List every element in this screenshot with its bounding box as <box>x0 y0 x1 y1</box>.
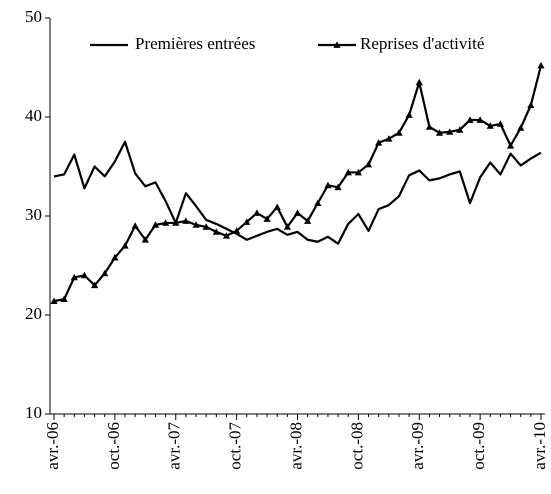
x-tick-label: oct.-06 <box>104 422 123 470</box>
series-marker <box>425 123 433 130</box>
x-tick-label: oct.-08 <box>347 422 366 470</box>
series-marker <box>415 78 423 86</box>
y-tick-label: 10 <box>25 403 42 422</box>
x-tick-label: avr.-09 <box>408 422 427 470</box>
series-marker <box>222 232 231 239</box>
series-marker <box>354 168 362 176</box>
series-marker <box>90 281 99 289</box>
series-marker <box>304 217 312 224</box>
series-marker <box>162 219 170 226</box>
series-marker <box>182 217 190 224</box>
x-tick-label: avr.-06 <box>43 422 62 470</box>
series-marker <box>517 124 525 131</box>
series-marker <box>405 111 413 118</box>
series-marker <box>283 223 291 230</box>
series-marker <box>364 160 373 168</box>
series-marker <box>141 236 149 243</box>
series-marker <box>233 227 241 234</box>
series-marker <box>131 222 139 229</box>
x-tick-label: avr.-08 <box>286 422 305 470</box>
series-marker <box>70 273 78 281</box>
x-tick-label: oct.-09 <box>469 422 488 470</box>
series-marker <box>80 271 89 279</box>
series-marker <box>60 295 68 303</box>
series-marker <box>263 215 271 222</box>
series-marker <box>344 168 352 176</box>
series-marker <box>496 120 505 127</box>
x-tick-label: avr.-07 <box>165 422 184 470</box>
series-marker <box>506 142 515 149</box>
series-marker <box>50 297 58 305</box>
y-tick-label: 50 <box>25 7 42 26</box>
x-tick-label: avr.-10 <box>530 422 549 470</box>
series-marker <box>466 116 474 123</box>
legend-label: Premières entrées <box>135 34 255 53</box>
y-tick-label: 20 <box>25 304 42 323</box>
legend-marker <box>333 41 341 48</box>
series-line <box>53 140 542 245</box>
series-marker <box>212 228 220 235</box>
series-marker <box>192 221 200 228</box>
series-marker <box>151 221 160 228</box>
series-marker <box>385 135 393 142</box>
series-marker <box>456 126 464 133</box>
legend-label: Reprises d'activité <box>360 34 484 53</box>
series-marker <box>527 101 535 108</box>
series-marker <box>486 122 494 129</box>
series-marker <box>111 253 119 261</box>
x-tick-label: oct.-07 <box>226 422 245 470</box>
series-marker <box>121 242 129 249</box>
series-marker <box>476 116 484 123</box>
series-marker <box>273 203 281 210</box>
series-marker <box>334 183 342 191</box>
y-tick-label: 30 <box>25 205 42 224</box>
series-marker <box>537 61 545 69</box>
series-marker <box>202 223 210 230</box>
series-marker <box>172 219 180 226</box>
series-marker <box>314 199 322 207</box>
series-marker <box>395 129 403 136</box>
series-marker <box>293 209 302 216</box>
series-marker <box>375 139 383 146</box>
series-marker <box>101 269 109 277</box>
series-marker <box>446 128 454 135</box>
series-marker <box>435 129 444 136</box>
series-marker <box>324 181 332 189</box>
series-marker <box>243 218 251 225</box>
y-tick-label: 40 <box>25 106 42 125</box>
series-marker <box>253 209 261 216</box>
series-line <box>53 65 543 303</box>
